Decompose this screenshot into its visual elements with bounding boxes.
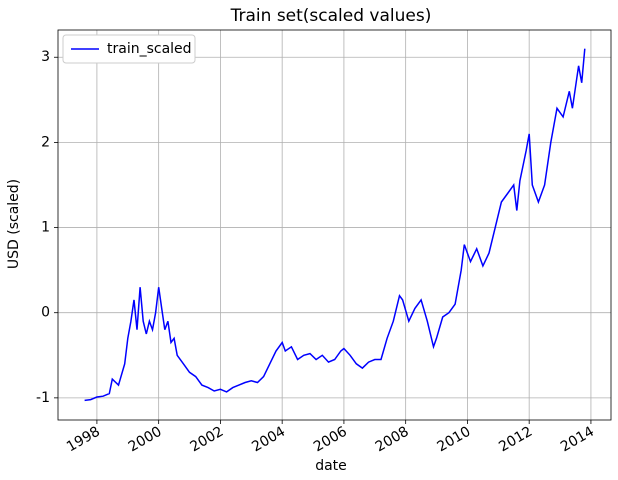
x-tick-label: 2014 (558, 424, 597, 456)
legend-box (62, 34, 196, 64)
line-series (84, 48, 586, 402)
y-axis-label: USD (scaled) (6, 179, 22, 269)
x-tick-label: 2010 (435, 424, 474, 456)
x-tick-label: 2012 (496, 424, 535, 456)
chart-title: Train set(scaled values) (230, 6, 432, 26)
y-tick-label: 1 (41, 220, 50, 236)
x-tick-label: 1998 (64, 424, 103, 456)
y-tick-label: 0 (41, 305, 50, 321)
x-tick-label: 2006 (311, 424, 350, 456)
x-tick-label: 2000 (126, 424, 165, 456)
legend-label: train_scaled (107, 41, 192, 57)
x-tick-label: 2002 (188, 424, 227, 456)
x-axis-label: date (315, 458, 347, 474)
plot-frame (57, 29, 612, 421)
y-tick-label: 2 (41, 134, 50, 150)
x-tick-label: 2004 (249, 424, 288, 456)
y-tick-label: -1 (36, 390, 50, 406)
y-tick-label: 3 (41, 49, 50, 65)
x-tick-label: 2008 (373, 424, 412, 456)
